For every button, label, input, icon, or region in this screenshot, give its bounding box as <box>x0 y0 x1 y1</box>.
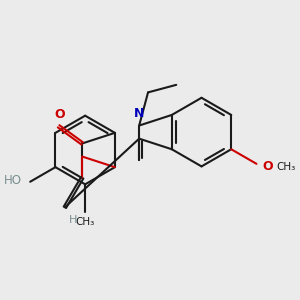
Text: O: O <box>262 160 272 173</box>
Text: CH₃: CH₃ <box>76 217 95 227</box>
Text: O: O <box>55 108 65 121</box>
Text: H: H <box>69 215 78 225</box>
Text: HO: HO <box>4 174 22 187</box>
Text: N: N <box>134 106 144 120</box>
Text: CH₃: CH₃ <box>276 162 295 172</box>
